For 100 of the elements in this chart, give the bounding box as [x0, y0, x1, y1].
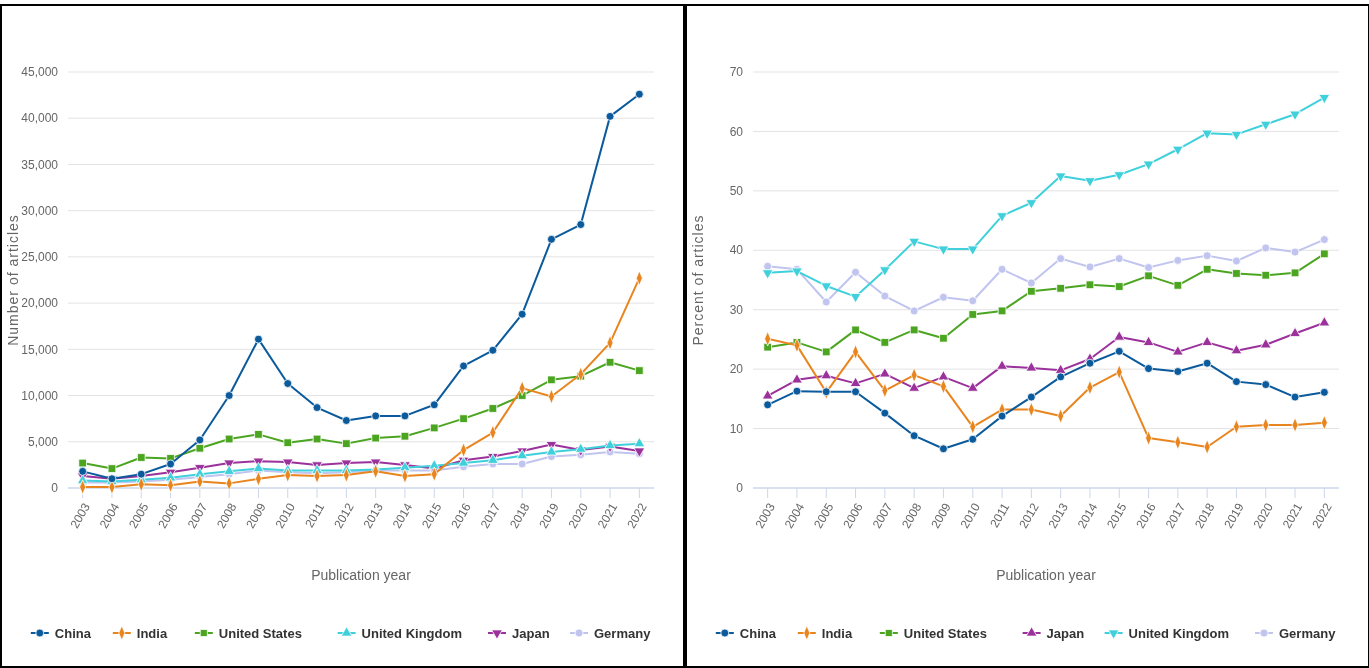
point — [341, 416, 351, 425]
point — [254, 430, 263, 439]
x-axis-title: Publication year — [311, 567, 412, 583]
point — [851, 325, 860, 335]
point — [1084, 177, 1096, 188]
point — [633, 437, 646, 448]
point — [996, 212, 1008, 223]
point — [312, 434, 322, 444]
point — [968, 296, 978, 306]
point — [937, 245, 950, 256]
point — [459, 361, 468, 371]
point — [400, 411, 410, 421]
point — [488, 345, 498, 355]
point — [1289, 110, 1301, 121]
y-tick-label: 10,000 — [21, 388, 59, 403]
point — [574, 442, 587, 453]
point — [429, 423, 439, 433]
point — [1142, 160, 1155, 171]
point — [459, 414, 468, 423]
point — [1289, 326, 1301, 337]
point — [634, 89, 644, 99]
legend-label: United Kingdom — [1128, 625, 1229, 641]
point — [1085, 358, 1095, 368]
point — [908, 237, 920, 248]
y-axis-title: Percent of articles — [690, 214, 706, 346]
point — [1202, 251, 1212, 261]
point — [761, 269, 774, 280]
point — [1056, 254, 1066, 263]
point — [1142, 335, 1155, 346]
point — [1201, 335, 1213, 346]
point — [252, 461, 265, 473]
point — [996, 359, 1008, 370]
point — [1318, 316, 1331, 327]
point — [400, 431, 410, 441]
point — [1259, 338, 1272, 349]
point — [939, 333, 948, 343]
y-tick-label: 30 — [729, 302, 744, 317]
point — [880, 338, 890, 347]
point — [1320, 249, 1329, 259]
point — [1230, 344, 1243, 355]
point — [224, 434, 234, 444]
y-tick-label: 20 — [729, 362, 744, 377]
y-tick-label: 40 — [729, 243, 744, 258]
point — [937, 370, 950, 381]
point — [517, 459, 527, 469]
x-axis-title: Publication year — [996, 567, 1097, 583]
point — [1172, 345, 1184, 356]
point — [997, 264, 1007, 274]
y-tick-label: 10 — [729, 421, 744, 436]
point — [136, 469, 146, 479]
point — [1173, 367, 1183, 376]
point — [1113, 171, 1126, 182]
legend-label: India — [821, 625, 853, 641]
legend-label: India — [136, 625, 168, 641]
point — [966, 381, 979, 392]
point — [371, 411, 381, 421]
point — [195, 435, 205, 445]
point — [429, 400, 439, 410]
point — [1261, 243, 1271, 253]
legend-label: China — [739, 625, 777, 641]
point — [820, 369, 833, 380]
point — [763, 261, 773, 271]
legend-label: China — [54, 625, 92, 641]
point — [968, 310, 978, 319]
point — [136, 453, 146, 462]
point — [1319, 235, 1329, 244]
point — [283, 379, 293, 388]
point — [254, 334, 263, 344]
point — [1056, 372, 1066, 382]
y-tick-label: 25,000 — [21, 250, 59, 265]
point — [820, 282, 833, 293]
point — [821, 347, 831, 357]
point — [547, 375, 556, 385]
point — [1173, 256, 1183, 265]
point — [488, 404, 498, 413]
point — [223, 464, 235, 475]
point — [1025, 361, 1038, 372]
point — [576, 220, 586, 229]
point — [1232, 256, 1241, 266]
legend-label: United Kingdom — [361, 625, 462, 641]
point — [547, 234, 556, 244]
y-tick-label: 40,000 — [21, 111, 59, 126]
point — [763, 400, 773, 410]
point — [1232, 269, 1241, 278]
y-tick-label: 70 — [729, 65, 744, 80]
point — [1026, 392, 1036, 402]
y-tick-label: 35,000 — [21, 157, 59, 172]
point — [635, 366, 644, 375]
point — [968, 434, 978, 444]
point — [939, 444, 948, 454]
point — [604, 438, 616, 449]
point — [909, 306, 919, 316]
point — [791, 373, 803, 384]
point — [312, 403, 322, 412]
point — [908, 381, 920, 392]
y-tick-label: 20,000 — [21, 296, 59, 311]
point — [791, 267, 803, 278]
point — [1114, 282, 1124, 291]
point — [849, 293, 862, 304]
point — [792, 386, 802, 396]
